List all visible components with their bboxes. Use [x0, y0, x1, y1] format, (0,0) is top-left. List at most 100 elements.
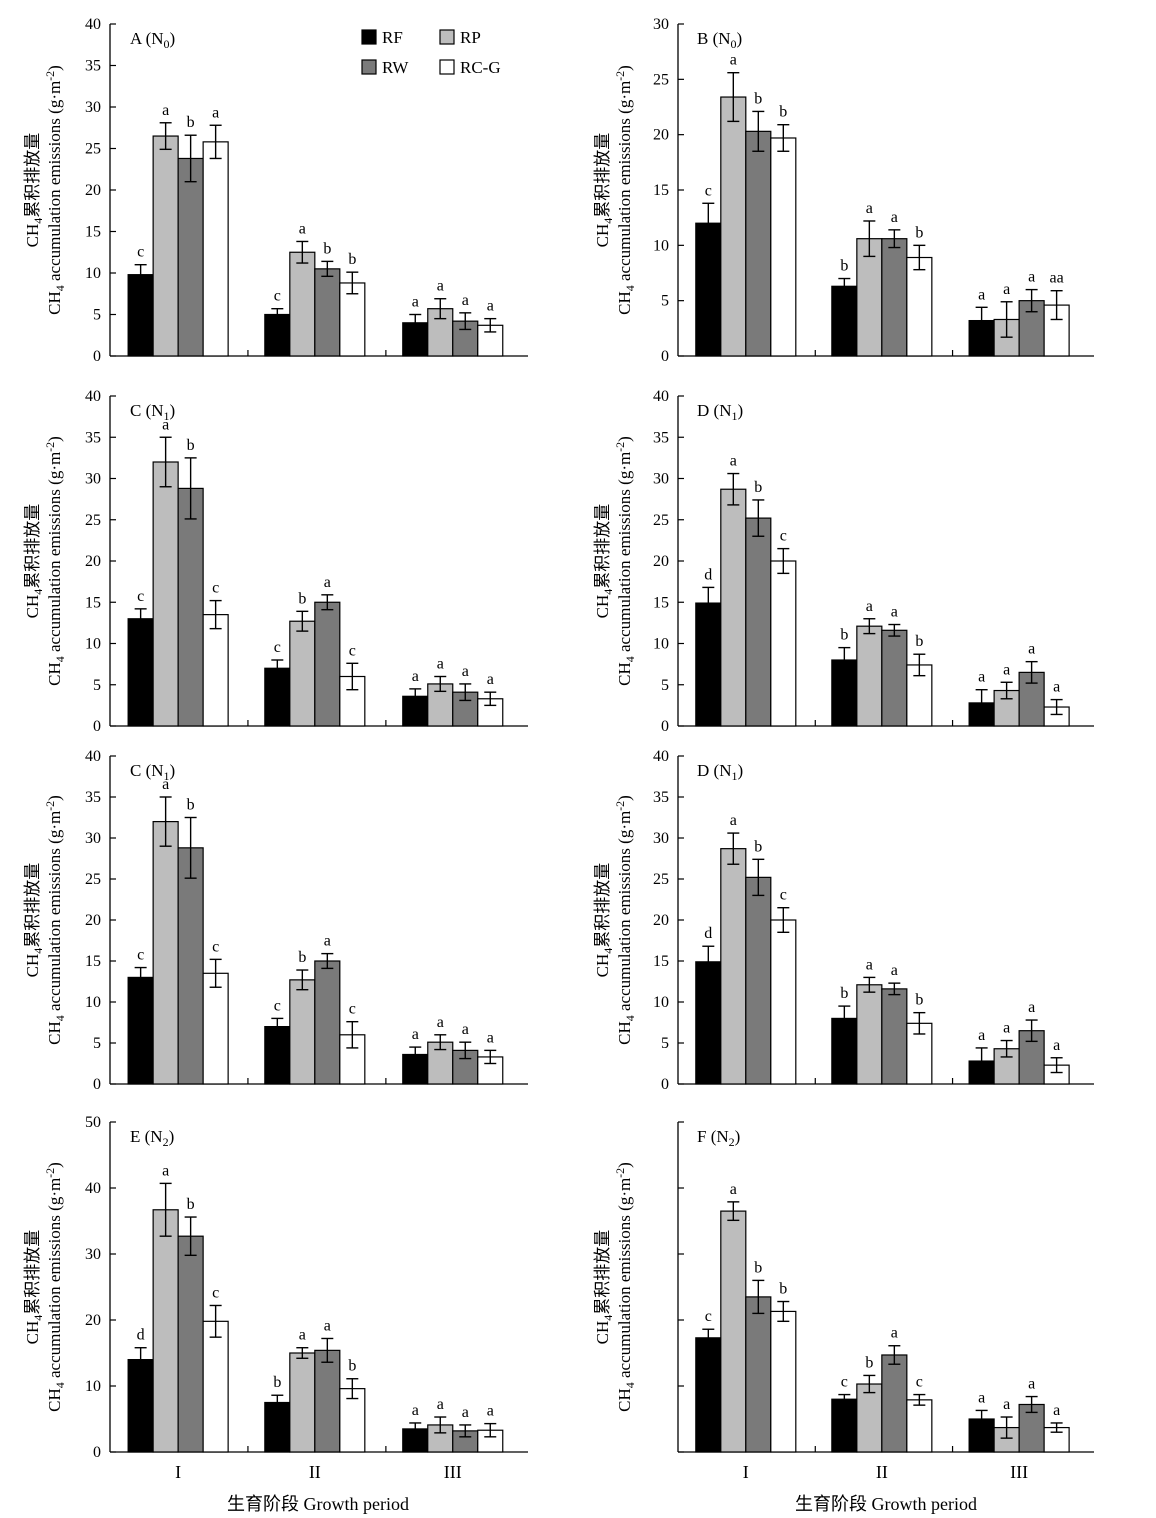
significance-letter: b — [840, 258, 848, 275]
y-title-en: CH4 accumulation emissions (g·m-2) — [43, 795, 67, 1045]
significance-letter: b — [187, 114, 195, 131]
y-tick-label: 20 — [653, 127, 669, 144]
bar-RF-II — [831, 285, 858, 357]
significance-letter: a — [487, 298, 494, 315]
bar-RW-II — [881, 629, 908, 727]
category-label: III — [1010, 1462, 1028, 1482]
significance-letter: c — [212, 1284, 219, 1301]
y-tick-label: 30 — [85, 830, 101, 847]
category-label: III — [444, 1462, 462, 1482]
y-tick-label: 30 — [653, 16, 669, 33]
y-tick-label: 30 — [653, 830, 669, 847]
legend-swatch-RW — [361, 59, 377, 75]
y-tick-label: 40 — [653, 388, 669, 405]
panel-title: C (N1) — [130, 761, 175, 783]
bar-RF-I — [127, 618, 154, 727]
y-title-en: CH4 accumulation emissions (g·m-2) — [43, 436, 67, 686]
bar-RF-I — [127, 274, 154, 357]
significance-letter: c — [274, 288, 281, 305]
bar-RC-G-II — [906, 1399, 933, 1453]
significance-letter: b — [187, 797, 195, 814]
significance-letter: a — [462, 1404, 469, 1421]
y-tick-label: 25 — [653, 512, 669, 529]
significance-letter: a — [162, 1162, 169, 1179]
bar-RP-II — [289, 979, 316, 1085]
y-tick-label: 35 — [653, 429, 669, 446]
bar-RC-G-III — [1043, 304, 1070, 357]
bar-RW-I — [745, 130, 772, 357]
y-tick-label: 15 — [653, 953, 669, 970]
significance-letter: a — [462, 1021, 469, 1038]
bar-RW-II — [881, 988, 908, 1085]
bar-RC-G-I — [202, 1320, 229, 1453]
y-tick-label: 10 — [653, 636, 669, 653]
significance-letter: a — [487, 1403, 494, 1420]
significance-letter: a — [412, 294, 419, 311]
significance-letter: b — [323, 240, 331, 257]
significance-letter: a — [1053, 1037, 1060, 1054]
category-label: I — [175, 1462, 181, 1482]
bar-RW-II — [314, 960, 341, 1085]
bar-RF-II — [264, 667, 291, 727]
significance-letter: c — [212, 938, 219, 955]
bar-RF-II — [264, 313, 291, 357]
y-title-en: CH4 accumulation emissions (g·m-2) — [613, 795, 637, 1045]
panel-title: D (N1) — [697, 401, 743, 423]
significance-letter: b — [187, 1196, 195, 1213]
bar-RW-III — [1018, 1403, 1045, 1453]
significance-letter: a — [324, 574, 331, 591]
bar-RC-G-II — [339, 1034, 366, 1085]
bar-RF-I — [695, 961, 722, 1085]
significance-letter: c — [841, 1374, 848, 1391]
significance-letter: d — [704, 566, 712, 583]
legend-label: RC-G — [460, 58, 501, 77]
significance-letter: b — [840, 627, 848, 644]
bar-RW-II — [314, 601, 341, 727]
significance-letter: a — [1028, 641, 1035, 658]
y-tick-label: 20 — [653, 553, 669, 570]
bar-RP-I — [152, 820, 179, 1085]
significance-letter: b — [915, 224, 923, 241]
bar-RF-I — [127, 976, 154, 1085]
legend-label: RW — [382, 58, 409, 77]
significance-letter: a — [324, 1317, 331, 1334]
y-title-cn: CH4累积排放量 — [593, 133, 615, 248]
significance-letter: c — [137, 947, 144, 964]
legend-swatch-RC-G — [439, 59, 455, 75]
significance-letter: a — [487, 1029, 494, 1046]
y-title-en: CH4 accumulation emissions (g·m-2) — [613, 1162, 637, 1412]
significance-letter: a — [1003, 1020, 1010, 1037]
significance-letter: a — [437, 1396, 444, 1413]
y-title-en: CH4 accumulation emissions (g·m-2) — [43, 65, 67, 315]
significance-letter: a — [412, 668, 419, 685]
bar-RW-I — [177, 487, 204, 727]
panel-title: B (N0) — [697, 29, 742, 51]
bar-RC-G-I — [770, 1310, 797, 1453]
bar-RW-I — [745, 517, 772, 727]
significance-letter: a — [866, 200, 873, 217]
significance-letter: a — [730, 453, 737, 470]
significance-letter: a — [162, 776, 169, 793]
bar-RW-I — [177, 1235, 204, 1453]
significance-letter: c — [916, 1374, 923, 1391]
bar-RC-G-II — [339, 282, 366, 357]
significance-letter: a — [162, 416, 169, 433]
panel-E: 0 10 20 30 40 50 E (N2) d a b c b a a b a a a a CH4累积排放量CH4… — [23, 1114, 528, 1482]
y-tick-label: 10 — [85, 265, 101, 282]
legend-swatch-RF — [361, 29, 377, 45]
y-tick-label: 15 — [653, 594, 669, 611]
y-tick-label: 10 — [85, 1378, 101, 1395]
significance-letter: a — [1053, 1402, 1060, 1419]
y-title-cn: CH4累积排放量 — [593, 1230, 615, 1345]
bar-RF-II — [264, 1025, 291, 1085]
significance-letter: a — [866, 598, 873, 615]
significance-letter: b — [348, 1358, 356, 1375]
bar-RC-G-I — [202, 614, 229, 727]
y-tick-label: 25 — [653, 871, 669, 888]
y-title-cn: CH4累积排放量 — [593, 863, 615, 978]
significance-letter: c — [137, 588, 144, 605]
significance-letter: a — [891, 604, 898, 621]
